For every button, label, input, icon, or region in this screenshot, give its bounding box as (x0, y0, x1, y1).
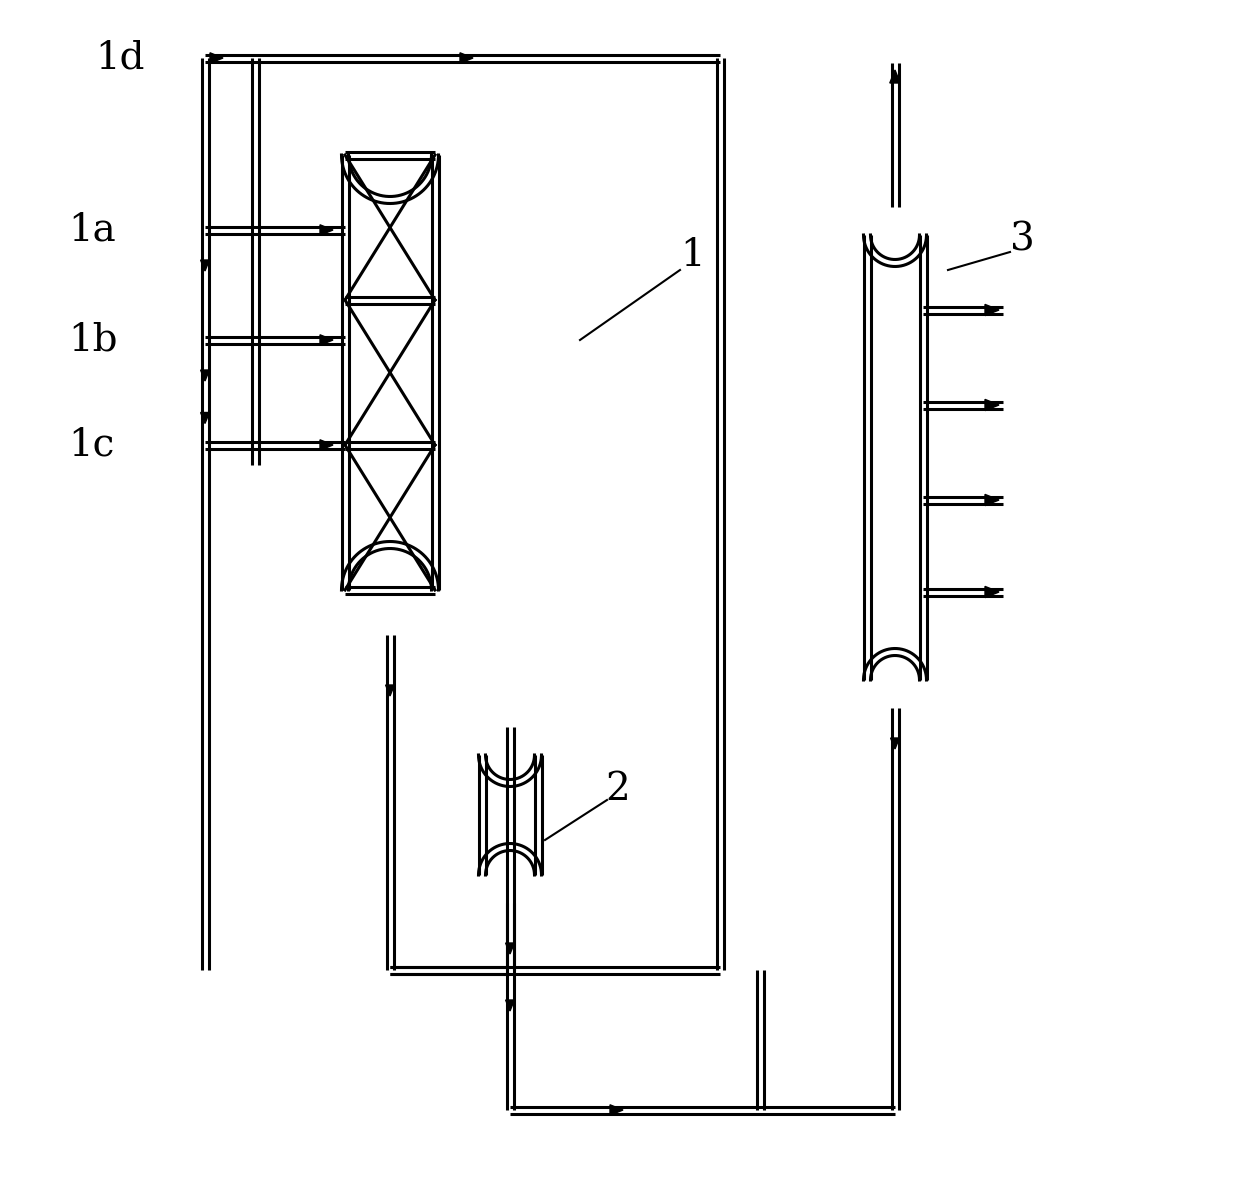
Polygon shape (506, 943, 515, 954)
Text: 3: 3 (1011, 222, 1034, 259)
Text: 1c: 1c (68, 427, 114, 464)
Text: 1b: 1b (68, 321, 118, 358)
Polygon shape (201, 413, 210, 423)
Polygon shape (985, 400, 999, 410)
Text: 1: 1 (680, 236, 704, 274)
Polygon shape (985, 495, 999, 505)
Polygon shape (985, 586, 999, 598)
Polygon shape (210, 53, 223, 63)
Polygon shape (985, 305, 999, 315)
Polygon shape (201, 370, 210, 381)
Polygon shape (386, 686, 394, 696)
Polygon shape (506, 1000, 515, 1010)
Polygon shape (610, 1105, 622, 1115)
Polygon shape (201, 260, 210, 270)
Polygon shape (890, 738, 899, 750)
Text: 1a: 1a (68, 211, 115, 249)
Text: 1d: 1d (95, 39, 145, 77)
Polygon shape (890, 70, 900, 83)
Polygon shape (320, 440, 334, 451)
Polygon shape (460, 53, 472, 63)
Polygon shape (320, 334, 334, 345)
Polygon shape (320, 225, 334, 235)
Text: 2: 2 (605, 772, 630, 809)
